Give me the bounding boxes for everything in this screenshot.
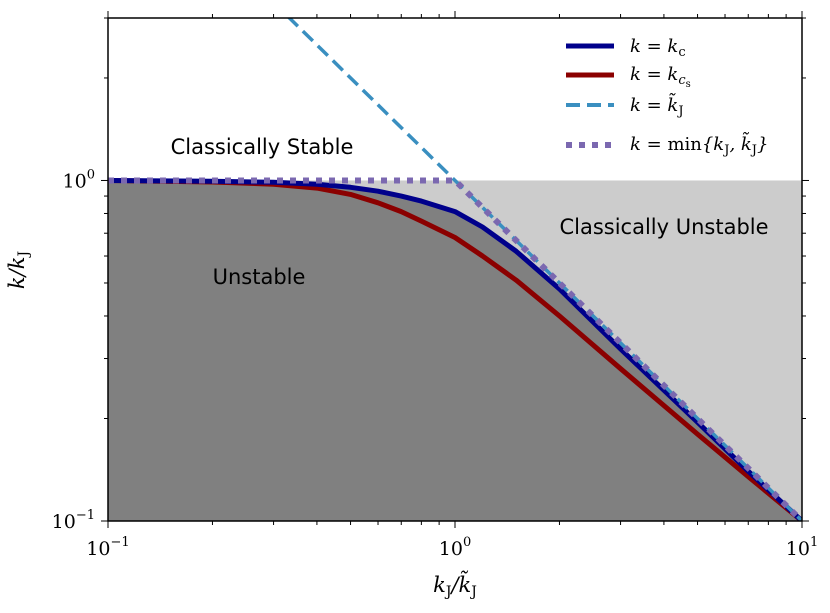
region-label-unstable: Unstable bbox=[213, 265, 306, 289]
series-layer bbox=[108, 18, 802, 521]
y-tick-label: 10−1 bbox=[52, 508, 95, 533]
y-tick-label: 100 bbox=[63, 167, 95, 192]
plot-area bbox=[108, 18, 802, 521]
svg-text:k = min{kJ, k̃J}: k = min{kJ, k̃J} bbox=[630, 132, 768, 158]
region-label-classically-stable: Classically Stable bbox=[171, 135, 354, 159]
svg-text:k/kJ: k/kJ bbox=[5, 251, 32, 289]
axis-tick-labels: 10−1 100 101 10−1 100 bbox=[52, 167, 819, 560]
svg-text:k = kc: k = kc bbox=[630, 36, 686, 60]
svg-text:kJ/k̃J: kJ/k̃J bbox=[433, 570, 477, 600]
y-axis-label: k/kJ bbox=[5, 251, 32, 289]
svg-text:k = k̃J: k = k̃J bbox=[630, 93, 684, 119]
series-line-2 bbox=[286, 18, 802, 521]
x-axis-label: kJ/k̃J bbox=[433, 570, 477, 600]
series-line-1 bbox=[108, 178, 802, 521]
region-label-classically-unstable: Classically Unstable bbox=[559, 215, 768, 239]
legend-entry-kc: k = kc bbox=[566, 36, 686, 60]
region-labels: Classically Stable Classically Unstable … bbox=[171, 135, 769, 289]
legend-entry-min: k = min{kJ, k̃J} bbox=[566, 132, 768, 158]
region-unstable bbox=[108, 180, 802, 521]
axis-ticks bbox=[101, 11, 809, 528]
legend-entry-kj-tilde: k = k̃J bbox=[566, 93, 684, 119]
x-tick-label: 10−1 bbox=[86, 535, 129, 560]
legend: k = kc k = kcs k = k̃J k = min{kJ, k̃J} bbox=[566, 36, 768, 158]
x-tick-label: 101 bbox=[786, 535, 818, 560]
x-tick-label: 100 bbox=[439, 535, 471, 560]
